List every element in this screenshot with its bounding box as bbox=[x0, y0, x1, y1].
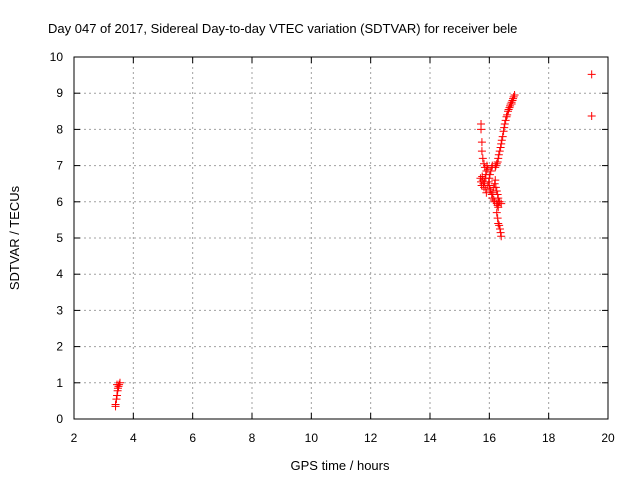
data-point bbox=[493, 190, 502, 199]
y-tick-label: 9 bbox=[56, 86, 63, 100]
data-point bbox=[497, 139, 506, 148]
data-point bbox=[504, 105, 513, 114]
x-tick-label: 2 bbox=[71, 431, 78, 445]
data-point bbox=[479, 159, 488, 168]
data-point bbox=[477, 125, 486, 134]
data-point bbox=[494, 219, 503, 228]
data-point bbox=[492, 208, 501, 217]
y-tick-label: 0 bbox=[56, 412, 63, 426]
data-point bbox=[485, 170, 494, 179]
x-tick-label: 8 bbox=[249, 431, 256, 445]
y-tick-label: 6 bbox=[56, 195, 63, 209]
data-point bbox=[492, 159, 501, 168]
data-point bbox=[493, 157, 502, 166]
data-point bbox=[491, 163, 500, 172]
y-tick-label: 10 bbox=[50, 50, 64, 64]
data-point bbox=[500, 123, 509, 132]
data-point bbox=[479, 183, 488, 192]
data-point bbox=[477, 147, 486, 156]
data-point bbox=[114, 382, 123, 391]
data-point bbox=[112, 395, 121, 404]
data-point bbox=[587, 112, 596, 121]
data-point bbox=[509, 94, 518, 103]
data-points bbox=[111, 70, 596, 411]
data-point bbox=[477, 138, 486, 147]
x-tick-label: 10 bbox=[305, 431, 319, 445]
data-point bbox=[113, 391, 122, 400]
data-point bbox=[113, 380, 122, 389]
data-point bbox=[503, 110, 512, 119]
data-point bbox=[502, 112, 511, 121]
x-tick-label: 18 bbox=[542, 431, 556, 445]
data-point bbox=[492, 199, 501, 208]
data-point bbox=[494, 150, 503, 159]
data-point bbox=[488, 188, 497, 197]
data-point bbox=[491, 183, 500, 192]
data-point bbox=[485, 174, 494, 183]
data-point bbox=[495, 147, 504, 156]
y-tick-label: 8 bbox=[56, 122, 63, 136]
data-point bbox=[486, 167, 495, 176]
data-point bbox=[500, 119, 509, 128]
data-point bbox=[507, 100, 516, 109]
data-point bbox=[498, 132, 507, 141]
data-point bbox=[493, 201, 502, 210]
data-point bbox=[113, 384, 122, 393]
x-tick-label: 12 bbox=[364, 431, 378, 445]
axes bbox=[73, 56, 609, 420]
x-tick-label: 16 bbox=[483, 431, 497, 445]
data-point bbox=[495, 221, 504, 230]
data-point bbox=[506, 101, 515, 110]
data-point bbox=[497, 136, 506, 145]
y-axis-label: SDTVAR / TECUs bbox=[7, 185, 22, 290]
data-point bbox=[484, 177, 493, 186]
y-tick-label: 1 bbox=[56, 376, 63, 390]
x-tick-label: 14 bbox=[423, 431, 437, 445]
data-point bbox=[485, 181, 494, 190]
data-point bbox=[492, 186, 501, 195]
data-point bbox=[480, 163, 489, 172]
data-point bbox=[499, 127, 508, 136]
x-axis-label: GPS time / hours bbox=[291, 458, 390, 473]
data-point bbox=[491, 161, 500, 170]
data-point bbox=[493, 214, 502, 223]
y-tick-label: 7 bbox=[56, 159, 63, 173]
chart-title: Day 047 of 2017, Sidereal Day-to-day VTE… bbox=[48, 21, 517, 36]
data-point bbox=[496, 143, 505, 152]
data-point bbox=[494, 203, 503, 212]
data-point bbox=[478, 154, 487, 163]
data-point bbox=[509, 92, 518, 101]
data-point bbox=[494, 154, 503, 163]
data-point bbox=[494, 194, 503, 203]
x-tick-label: 6 bbox=[189, 431, 196, 445]
data-point bbox=[490, 179, 499, 188]
grid bbox=[74, 57, 608, 419]
data-point bbox=[508, 96, 517, 105]
plot-frame bbox=[73, 56, 609, 420]
y-tick-label: 3 bbox=[56, 303, 63, 317]
data-point bbox=[496, 228, 505, 237]
data-point bbox=[111, 400, 120, 409]
data-point bbox=[479, 179, 488, 188]
x-tick-label: 4 bbox=[130, 431, 137, 445]
y-tick-label: 2 bbox=[56, 340, 63, 354]
y-tick-label: 4 bbox=[56, 267, 63, 281]
data-point bbox=[497, 232, 506, 241]
data-point bbox=[587, 70, 596, 79]
data-point bbox=[510, 91, 519, 100]
y-tick-label: 5 bbox=[56, 231, 63, 245]
data-point bbox=[505, 103, 514, 112]
data-point bbox=[504, 107, 513, 116]
data-point bbox=[501, 116, 510, 125]
data-point bbox=[496, 224, 505, 233]
x-tick-label: 20 bbox=[601, 431, 615, 445]
data-point bbox=[491, 176, 500, 185]
